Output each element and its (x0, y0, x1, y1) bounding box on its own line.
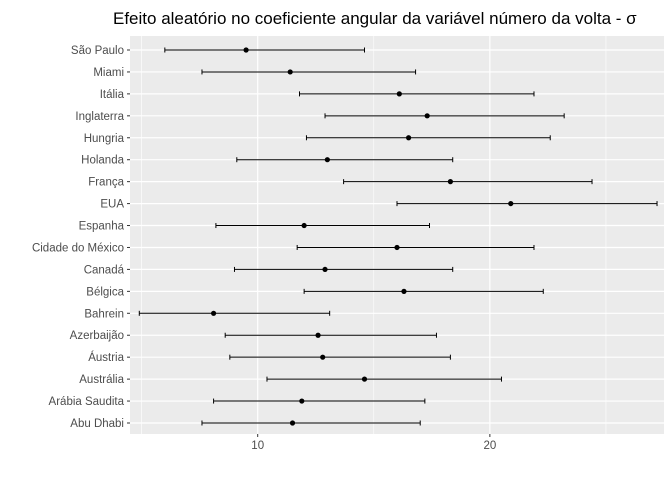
y-axis-labels: São Paulo Miami Itália Inglaterra Hungria Hol… (32, 45, 130, 430)
errorbar-11 (233, 266, 454, 273)
point-estimate (424, 113, 430, 119)
y-tick-label: Hungria (84, 133, 125, 145)
point-estimate (210, 310, 217, 316)
errorbar-5 (305, 135, 551, 141)
point-estimate (401, 288, 407, 294)
point-estimate (361, 376, 368, 382)
errorbar-7 (343, 179, 593, 185)
y-tick-label: Canadá (84, 264, 125, 276)
y-tick-label: Itália (100, 89, 125, 101)
y-tick-label: Espanha (79, 221, 125, 233)
point-estimate (394, 244, 400, 251)
y-tick-label: Cidade do México (32, 242, 124, 254)
errorbar-14 (224, 332, 437, 338)
errorbar-15 (229, 354, 451, 360)
y-tick-label: França (88, 177, 124, 189)
y-tick-label: Austrália (79, 374, 124, 386)
errorbar-16 (266, 376, 502, 382)
point-estimate (508, 200, 514, 207)
x-tick-label: 20 (483, 440, 496, 452)
y-tick-label: Abu Dhabi (70, 418, 124, 430)
chart-title: Efeito aleatório no coeficiente angular … (113, 9, 637, 28)
point-estimate (406, 135, 412, 141)
point-estimate (447, 179, 453, 185)
errorbar-3 (298, 91, 535, 97)
point-estimate (243, 47, 249, 53)
y-tick-label: Inglaterra (75, 111, 124, 123)
x-axis-labels: 10 20 (251, 434, 496, 452)
errorbar-2 (201, 69, 417, 75)
errorbar-4 (324, 113, 565, 119)
y-tick-label: Miami (93, 67, 124, 79)
y-tick-label: EUA (100, 199, 124, 211)
point-estimate (301, 222, 307, 229)
point-estimate (287, 69, 293, 75)
errorbar-8 (396, 200, 658, 207)
errorbar-12 (303, 288, 544, 294)
y-tick-label: Bahrein (84, 308, 124, 320)
y-tick-label: São Paulo (71, 45, 124, 57)
errorbar-13 (138, 310, 331, 316)
y-tick-label: Arábia Saudita (49, 396, 125, 408)
plot-panel (130, 36, 664, 434)
point-estimate (324, 157, 330, 163)
point-estimate (315, 332, 321, 338)
point-estimate (396, 91, 402, 97)
point-estimate (289, 420, 296, 426)
point-estimate (322, 266, 328, 273)
y-tick-label: Holanda (81, 155, 124, 167)
errorbar-6 (236, 157, 454, 163)
y-tick-label: Bélgica (86, 286, 124, 298)
x-tick-label: 10 (251, 440, 264, 452)
errorbar-1 (164, 47, 365, 53)
data-marks (138, 47, 658, 426)
point-estimate (299, 398, 305, 404)
errorbar-10 (296, 244, 535, 251)
errorbar-9 (215, 222, 431, 229)
errorbar-17 (213, 398, 426, 404)
errorbar-18 (201, 420, 421, 426)
point-estimate (320, 354, 326, 360)
y-tick-label: Azerbaijão (70, 330, 124, 342)
y-tick-label: Áustria (88, 351, 124, 364)
